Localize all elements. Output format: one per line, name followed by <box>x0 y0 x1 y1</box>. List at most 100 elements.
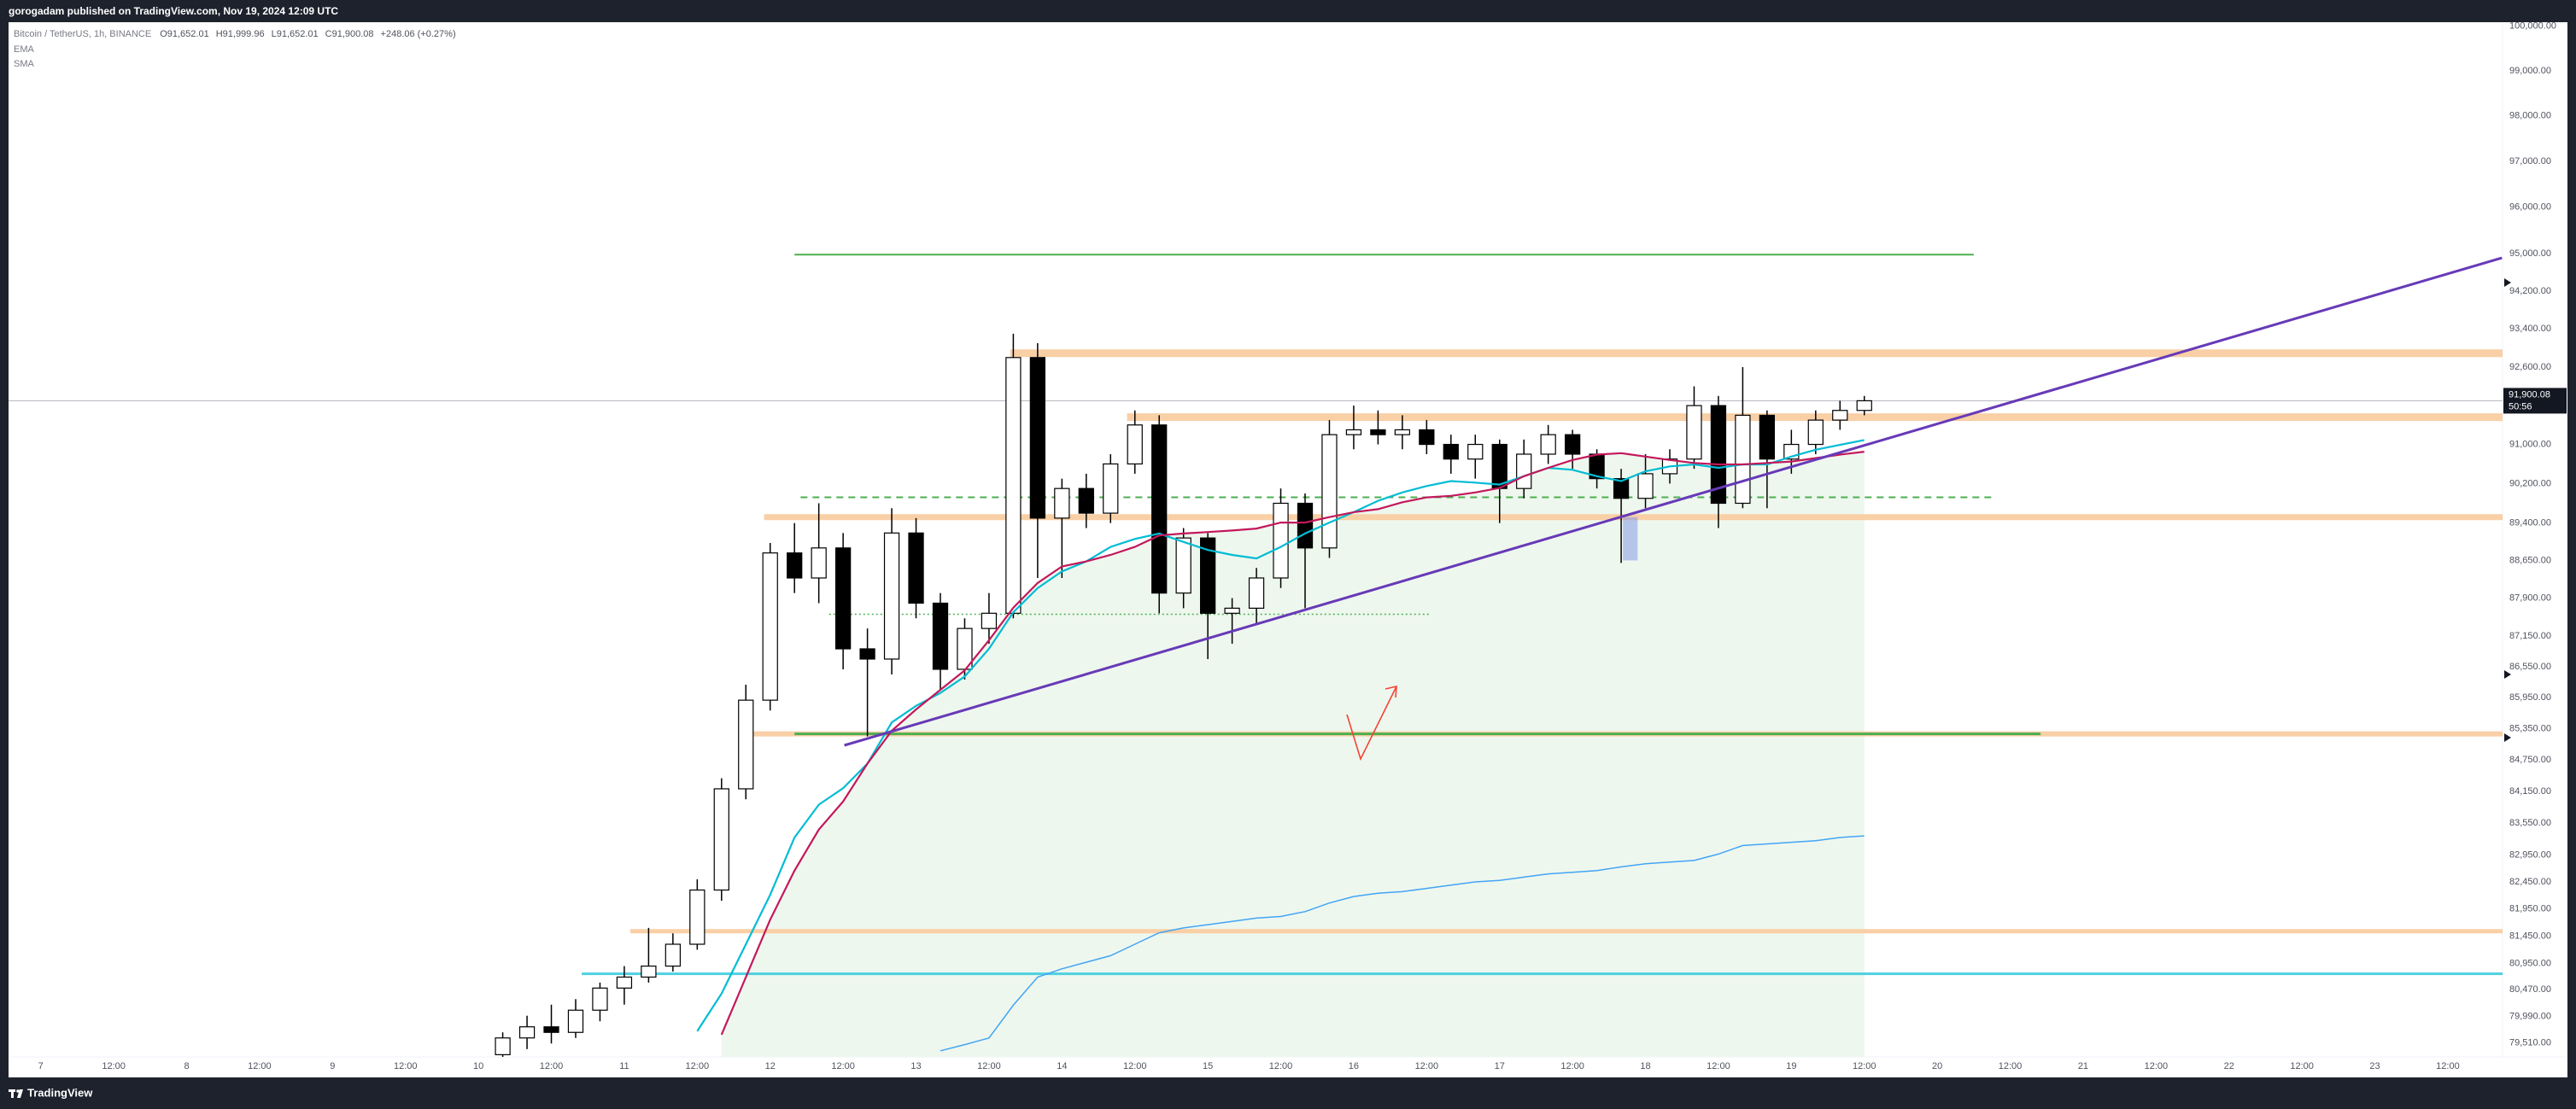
candle-body <box>1078 487 1094 514</box>
y-tick-label: 79,510.00 <box>2509 1038 2551 1048</box>
x-tick-label: 19 <box>1786 1061 1796 1071</box>
candle-body <box>834 547 852 650</box>
candle-body <box>1516 453 1532 489</box>
symbol: Bitcoin / TetherUS, 1h, BINANCE <box>14 29 151 39</box>
candle-body <box>1540 434 1556 455</box>
bottom-bar <box>0 1077 2576 1109</box>
trend-line <box>844 256 2503 747</box>
x-tick-label: 7 <box>38 1061 44 1071</box>
y-tick-label: 82,450.00 <box>2509 877 2551 887</box>
x-tick-label: 12:00 <box>248 1061 272 1071</box>
candle-body <box>1345 429 1362 435</box>
x-tick-label: 12:00 <box>2145 1061 2169 1071</box>
projection-arrow <box>1346 685 1397 762</box>
x-tick-label: 12:00 <box>102 1061 126 1071</box>
candle-body <box>883 532 900 660</box>
zigzag <box>1346 686 1397 762</box>
axis-layer: 100,000.00 99,000.00 98,000.00 97,000.00 96,… <box>38 21 2567 1071</box>
y-tick-label: 95,000.00 <box>2509 248 2551 259</box>
x-tick-label: 9 <box>330 1061 335 1071</box>
candle-body <box>908 532 924 604</box>
lines-layer <box>696 439 1865 1036</box>
ohlc-change: +248.06 (+0.27%) <box>381 29 456 39</box>
logo-part <box>16 1089 20 1093</box>
x-tick-label: 18 <box>1640 1061 1650 1071</box>
candle-body <box>495 1037 511 1055</box>
candle-body <box>1054 487 1070 519</box>
candle-body <box>981 612 998 629</box>
candle-body <box>1613 478 1630 499</box>
y-tick-label: 81,450.00 <box>2509 931 2551 941</box>
y-tick-label: 92,600.00 <box>2509 362 2551 372</box>
candle-body <box>543 1026 559 1033</box>
candle-body <box>1394 429 1411 435</box>
alert-marker <box>2504 733 2511 742</box>
y-tick-label: 85,350.00 <box>2509 723 2551 733</box>
area-shade <box>721 452 1865 1057</box>
y-tick-label: 81,950.00 <box>2509 904 2551 914</box>
top-bar <box>0 0 2576 22</box>
candle-body <box>1856 400 1872 411</box>
candle-body <box>1735 414 1751 505</box>
y-tick-label: 99,000.00 <box>2509 66 2551 76</box>
candle-body <box>1297 502 1314 549</box>
y-tick-label: 98,000.00 <box>2509 111 2551 121</box>
y-tick-label: 96,000.00 <box>2509 202 2551 213</box>
y-tick-label: 80,950.00 <box>2509 958 2551 968</box>
y-tick-label: 90,200.00 <box>2509 478 2551 488</box>
x-tick-label: 17 <box>1495 1061 1505 1071</box>
y-tick-label: 100,000.00 <box>2509 21 2556 32</box>
brand-logo <box>9 1089 23 1098</box>
candle-body <box>738 699 754 790</box>
x-tick-label: 8 <box>184 1061 189 1071</box>
candle-body <box>1443 443 1459 460</box>
x-tick-label: 12:00 <box>1999 1061 2023 1071</box>
candle-body <box>567 1009 584 1033</box>
candle-body <box>1224 607 1240 614</box>
y-tick-label: 94,200.00 <box>2509 286 2551 296</box>
candle-body <box>1005 357 1022 614</box>
candle-body <box>616 976 633 989</box>
candle-body <box>664 943 682 967</box>
x-tick-label: 12:00 <box>540 1061 564 1071</box>
x-tick-label: 12:00 <box>1415 1061 1439 1071</box>
candle-body <box>932 602 949 670</box>
x-tick-label: 12:00 <box>1269 1061 1293 1071</box>
y-tick-label: 93,400.00 <box>2509 324 2551 334</box>
publish-info: gorogadam published on TradingView.com, … <box>9 5 338 17</box>
top-layer <box>844 256 2503 747</box>
candle-body <box>1686 405 1702 460</box>
candle-body <box>1199 537 1216 614</box>
x-tick-label: 12:00 <box>2436 1061 2460 1071</box>
x-tick-label: 20 <box>1932 1061 1942 1071</box>
y-tick-label: 87,150.00 <box>2509 631 2551 641</box>
x-tick-label: 12 <box>765 1061 776 1071</box>
legend-entry: EMA <box>14 44 35 55</box>
legend-header: Bitcoin / TetherUS, 1h, BINANCE O91,652.0… <box>14 29 456 39</box>
candle-body <box>1467 443 1484 460</box>
logo-part <box>17 1089 23 1098</box>
x-tick-label: 12:00 <box>1123 1061 1147 1071</box>
y-tick-label: 89,400.00 <box>2509 518 2551 528</box>
x-tick-label: 12:00 <box>1560 1061 1584 1071</box>
x-tick-label: 11 <box>619 1061 629 1071</box>
under-layer <box>9 400 2503 1052</box>
x-tick-label: 22 <box>2224 1061 2234 1071</box>
y-tick-label: 85,950.00 <box>2509 692 2551 703</box>
legend-entry: SMA <box>14 59 35 69</box>
x-tick-label: 15 <box>1203 1061 1213 1071</box>
candle-body <box>787 552 803 579</box>
x-tick-label: 12:00 <box>977 1061 1001 1071</box>
alert-marker <box>2504 670 2511 679</box>
x-tick-label: 13 <box>910 1061 921 1071</box>
candle-body <box>1807 419 1824 446</box>
candle-body <box>1273 502 1289 579</box>
y-tick-label: 91,000.00 <box>2509 439 2551 449</box>
candle-body <box>1127 424 1143 465</box>
x-tick-label: 10 <box>473 1061 483 1071</box>
candle-body <box>641 966 657 978</box>
ma-line <box>720 451 1865 1036</box>
x-tick-label: 12:00 <box>831 1061 855 1071</box>
